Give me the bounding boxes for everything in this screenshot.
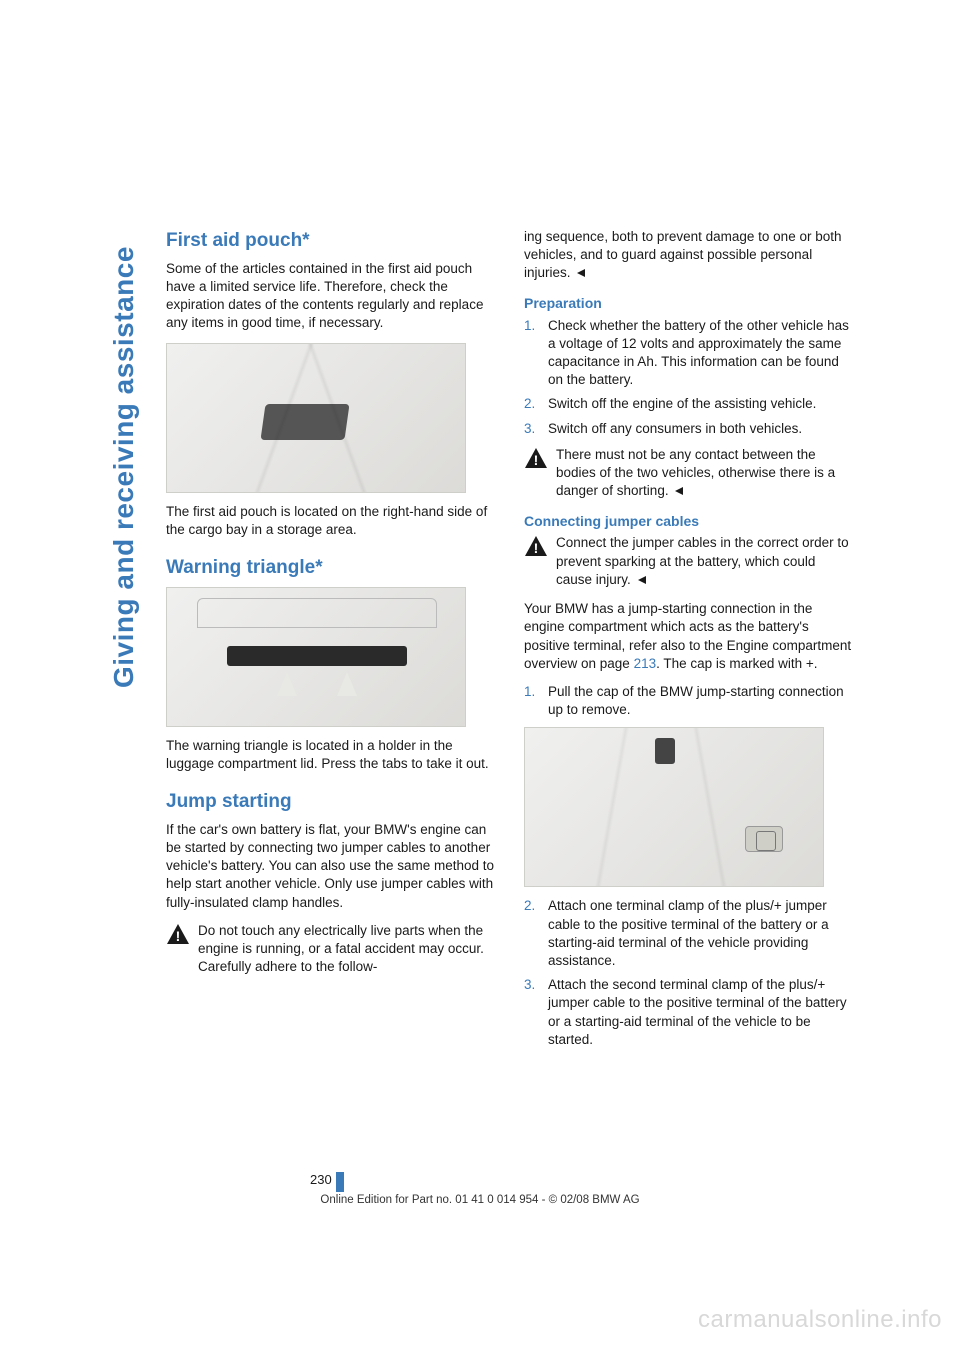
list-item: 2.Switch off the engine of the assisting… [524,395,854,413]
list-text: Attach the second terminal clamp of the … [548,977,847,1047]
svg-text:!: ! [534,540,539,556]
figure-engine-compartment [524,727,824,887]
end-marker-icon [674,483,684,501]
heading-preparation: Preparation [524,294,854,313]
right-column: ing sequence, both to prevent damage to … [524,228,854,1057]
edition-line: Online Edition for Part no. 01 41 0 014 … [0,1194,960,1206]
heading-jump-starting: Jump starting [166,789,496,815]
figure-warning-triangle [166,587,466,727]
warning-icon: ! [166,923,190,945]
watermark-text: carmanualsonline.info [698,1306,942,1334]
figure-first-aid-pouch [166,343,466,493]
end-marker-icon [637,572,647,590]
para-jump-connection: Your BMW has a jump-starting connection … [524,600,854,673]
para-jump-intro: If the car's own battery is flat, your B… [166,821,496,912]
list-text: Attach one terminal clamp of the plus/+ … [548,898,829,968]
text-conn-b: . The cap is marked with +. [656,656,817,671]
left-column: First aid pouch* Some of the articles co… [166,228,496,1057]
warning-text: There must not be any contact between th… [556,446,854,502]
warning-text: Do not touch any electrically live parts… [198,922,496,977]
list-text: Switch off the engine of the assisting v… [548,396,816,411]
list-connection-step1: 1.Pull the cap of the BMW jump-starting … [524,683,854,719]
svg-text:!: ! [534,452,539,468]
text-sequence-cont: ing sequence, both to prevent damage to … [524,229,841,280]
end-marker-icon [576,265,586,283]
para-triangle-location: The warning triangle is located in a hol… [166,737,496,773]
warning-body-text: There must not be any contact between th… [556,447,835,498]
para-first-aid-location: The first aid pouch is located on the ri… [166,503,496,539]
heading-connecting-cables: Connecting jumper cables [524,512,854,531]
manual-page: Giving and receiving assistance First ai… [0,0,960,1358]
list-item: 1.Pull the cap of the BMW jump-starting … [524,683,854,719]
page-footer: Online Edition for Part no. 01 41 0 014 … [0,1172,960,1206]
list-item: 1.Check whether the battery of the other… [524,317,854,390]
page-link-213[interactable]: 213 [634,656,657,671]
warning-conn-text: Connect the jumper cables in the correct… [556,535,849,586]
warning-icon: ! [524,447,548,469]
list-item: 2.Attach one terminal clamp of the plus/… [524,897,854,970]
two-column-layout: First aid pouch* Some of the articles co… [166,228,870,1057]
section-side-label: Giving and receiving assistance [108,246,140,688]
list-preparation: 1.Check whether the battery of the other… [524,317,854,438]
warning-icon: ! [524,535,548,557]
para-first-aid-intro: Some of the articles contained in the fi… [166,260,496,333]
heading-first-aid: First aid pouch* [166,228,496,254]
list-text: Pull the cap of the BMW jump-starting co… [548,684,844,717]
heading-warning-triangle: Warning triangle* [166,555,496,581]
warning-cable-order: ! Connect the jumper cables in the corre… [524,534,854,590]
list-item: 3.Attach the second terminal clamp of th… [524,976,854,1049]
para-sequence-continued: ing sequence, both to prevent damage to … [524,228,854,284]
warning-text: Connect the jumper cables in the correct… [556,534,854,590]
list-text: Check whether the battery of the other v… [548,318,849,388]
list-connection-steps: 2.Attach one terminal clamp of the plus/… [524,897,854,1049]
svg-text:!: ! [176,928,181,944]
warning-body-contact: ! There must not be any contact between … [524,446,854,502]
list-item: 3.Switch off any consumers in both vehic… [524,420,854,438]
warning-live-parts: ! Do not touch any electrically live par… [166,922,496,977]
list-text: Switch off any consumers in both vehicle… [548,421,802,436]
